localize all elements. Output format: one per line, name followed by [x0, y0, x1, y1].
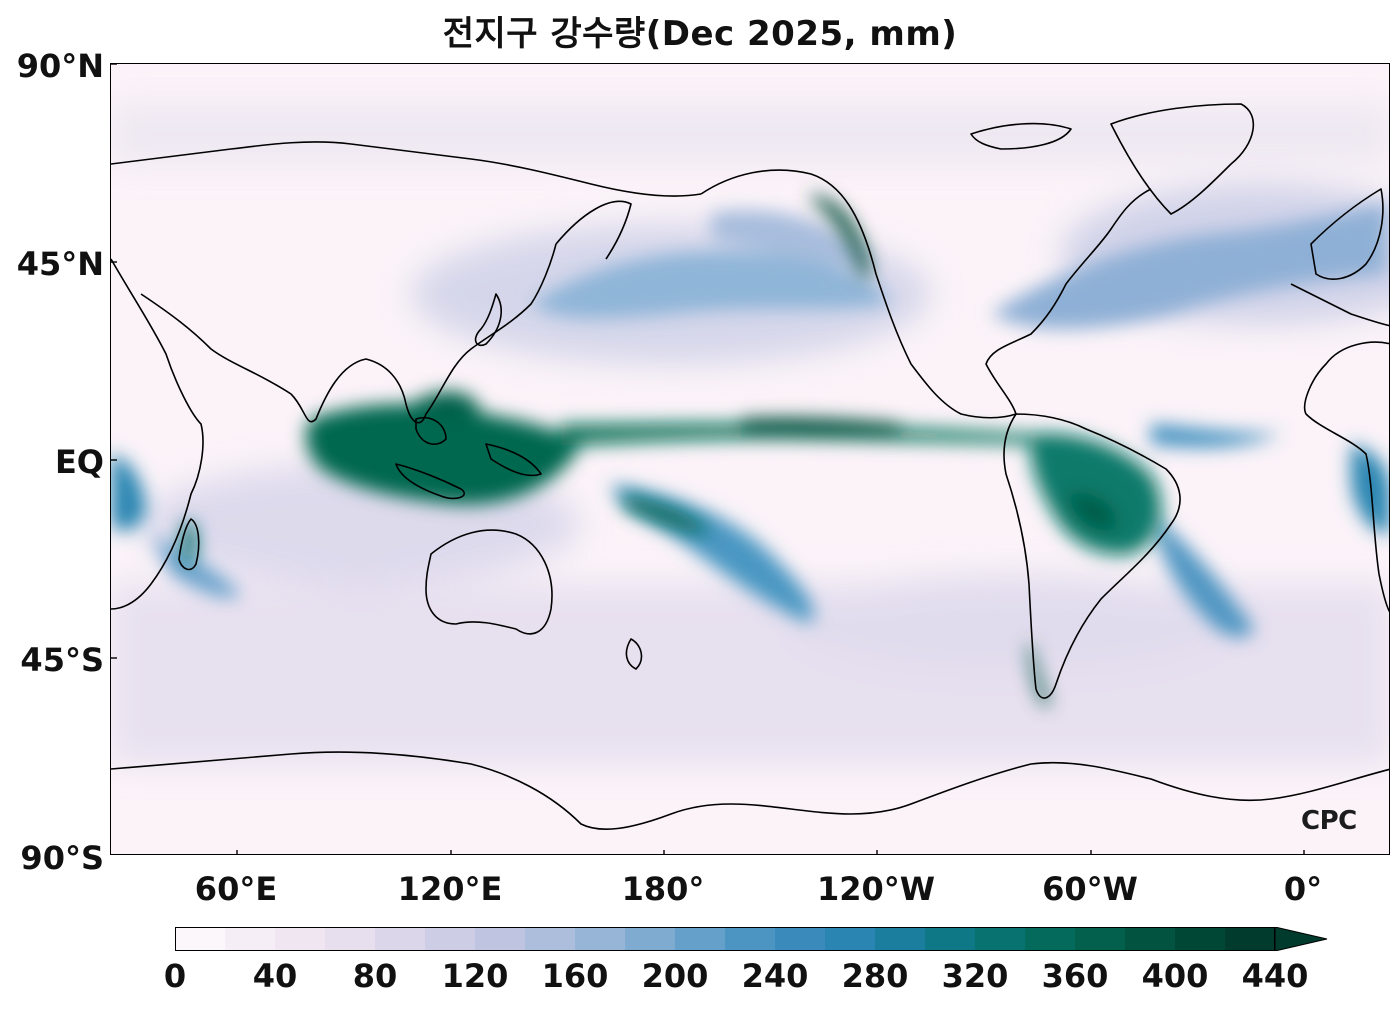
colorbar-cell [675, 927, 726, 951]
colorbar-tick-label: 320 [941, 957, 1009, 995]
colorbar-outline [175, 927, 1275, 951]
y-ticks [111, 64, 117, 659]
lat-label-45n: 45°N [16, 245, 104, 283]
colorbar-cells [175, 927, 1328, 951]
colorbar-extend-arrow [1274, 927, 1328, 951]
colorbar-tick-label: 240 [741, 957, 809, 995]
colorbar [175, 927, 1328, 951]
lon-label-120w: 120°W [816, 870, 936, 908]
colorbar-cell [425, 927, 476, 951]
colorbar-cell [275, 927, 326, 951]
colorbar-tick-label: 360 [1041, 957, 1109, 995]
colorbar-cell [225, 927, 276, 951]
coastlines [111, 103, 1389, 830]
colorbar-cell [175, 927, 226, 951]
map-canvas [111, 64, 1389, 854]
lon-label-60e: 60°E [194, 870, 278, 908]
colorbar-cell [875, 927, 926, 951]
colorbar-tick-label: 400 [1141, 957, 1209, 995]
colorbar-cell [725, 927, 776, 951]
map-title: 전지구 강수량(Dec 2025, mm) [442, 14, 958, 54]
colorbar-tick-label: 200 [641, 957, 709, 995]
precipitation-map: CPC [110, 63, 1390, 855]
colorbar-cell [1225, 927, 1276, 951]
precip-field-medium [151, 204, 1386, 638]
colorbar-tick-label: 280 [841, 957, 909, 995]
lat-label-90s: 90°S [20, 839, 104, 877]
lon-label-60w: 60°W [1042, 870, 1138, 908]
colorbar-tick-label: 0 [163, 957, 187, 995]
colorbar-cell [1025, 927, 1076, 951]
colorbar-cell [975, 927, 1026, 951]
precip-field-heavy [111, 194, 1389, 706]
colorbar-cell [1125, 927, 1176, 951]
logo-text: CPC [1301, 806, 1357, 836]
lon-label-0: 0° [1283, 870, 1323, 908]
colorbar-tick-label: 120 [441, 957, 509, 995]
colorbar-cell [1175, 927, 1226, 951]
lat-label-90n: 90°N [16, 47, 104, 85]
colorbar-cell [475, 927, 526, 951]
colorbar-tick-label: 80 [352, 957, 398, 995]
colorbar-cell [1075, 927, 1126, 951]
x-ticks [236, 850, 1305, 854]
colorbar-tick-label: 160 [541, 957, 609, 995]
lon-label-180: 180° [621, 870, 705, 908]
colorbar-cell [325, 927, 376, 951]
colorbar-cell [625, 927, 676, 951]
colorbar-cell [775, 927, 826, 951]
colorbar-cell [825, 927, 876, 951]
colorbar-cell [375, 927, 426, 951]
colorbar-cell [575, 927, 626, 951]
colorbar-tick-label: 440 [1241, 957, 1309, 995]
colorbar-cell [525, 927, 576, 951]
lat-label-eq: EQ [54, 443, 104, 481]
colorbar-tick-label: 40 [252, 957, 298, 995]
cpc-logo: CPC [1301, 806, 1357, 836]
colorbar-cell [925, 927, 976, 951]
lat-label-45s: 45°S [20, 641, 104, 679]
lon-label-120e: 120°E [397, 870, 503, 908]
